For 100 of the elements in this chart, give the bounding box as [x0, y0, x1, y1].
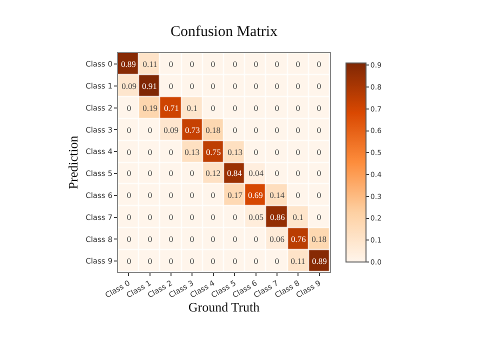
- data-label: 0.89: [121, 59, 136, 69]
- data-label: 0.13: [228, 146, 242, 157]
- data-label: 0: [232, 80, 238, 91]
- data-label: 0: [274, 80, 280, 91]
- data-label: 0: [210, 102, 216, 113]
- data-label: 0: [126, 190, 132, 200]
- data-label: 0: [232, 102, 238, 113]
- data-label: 0: [190, 212, 194, 222]
- data-label: 0: [316, 190, 322, 200]
- data-label: 0: [254, 58, 258, 69]
- data-label: 0.19: [142, 102, 158, 113]
- data-label: 0: [210, 212, 216, 222]
- data-label: 0: [190, 234, 194, 244]
- data-label: 0.13: [184, 146, 200, 157]
- data-label: 0: [148, 168, 152, 178]
- data-label: 0.17: [228, 190, 242, 200]
- data-label: 0: [232, 256, 238, 266]
- data-label: 0: [210, 234, 216, 244]
- data-label: 0: [296, 190, 300, 200]
- x-axis-title: Ground Truth: [188, 300, 260, 315]
- data-label: 0: [190, 80, 194, 91]
- data-label: 0: [148, 212, 152, 222]
- data-label: 0: [210, 58, 216, 69]
- data-label: 0: [254, 102, 258, 113]
- data-label: 0: [168, 212, 174, 222]
- data-label: 0.09: [164, 124, 178, 135]
- data-label: 0: [296, 124, 300, 135]
- data-label: 0: [126, 212, 132, 222]
- data-label: 0: [190, 190, 194, 200]
- data-label: 0.09: [122, 80, 136, 91]
- data-label: 0: [316, 58, 322, 69]
- data-label: 0: [210, 256, 216, 266]
- data-label: 0: [274, 102, 280, 113]
- data-label: 0: [210, 190, 216, 200]
- data-label: 0: [168, 58, 174, 69]
- data-label: 0: [168, 234, 174, 244]
- data-label: 0: [316, 212, 322, 222]
- data-label: 0: [296, 58, 300, 69]
- data-label: 0: [316, 146, 322, 157]
- data-label: 0: [168, 168, 174, 178]
- data-label: 0: [316, 124, 322, 135]
- data-label: 0: [148, 234, 152, 244]
- data-label: 0: [296, 146, 300, 157]
- data-label: 0: [126, 102, 132, 113]
- data-label: 0.71: [164, 103, 179, 113]
- data-label: 0: [254, 124, 258, 135]
- data-label: 0: [168, 80, 174, 91]
- data-label: 0.14: [270, 190, 286, 200]
- data-label: 0.1: [292, 212, 304, 222]
- data-label: 0.76: [291, 234, 306, 244]
- data-label: 0: [190, 168, 194, 178]
- data-label: 0: [296, 168, 300, 178]
- data-label: 0: [254, 256, 258, 266]
- data-label: 0: [232, 234, 238, 244]
- data-label: 0: [126, 234, 132, 244]
- data-label: 0: [254, 80, 258, 91]
- data-label: 0: [274, 58, 280, 69]
- data-label: 0: [316, 80, 322, 91]
- y-axis-title: Prediction: [66, 135, 81, 190]
- data-label: 0: [190, 256, 194, 266]
- chart-title: Confusion Matrix: [170, 24, 278, 40]
- data-label: 0.84: [227, 168, 243, 178]
- data-label: 0: [210, 80, 216, 91]
- data-label: 0: [316, 168, 322, 178]
- data-label: 0.11: [142, 58, 158, 69]
- data-label: 0: [148, 190, 152, 200]
- data-label: 0: [316, 102, 322, 113]
- data-label: 0: [126, 256, 132, 266]
- data-label: 0: [126, 146, 132, 157]
- data-label: 0: [148, 256, 152, 266]
- data-label: 0.06: [270, 234, 284, 244]
- data-label: 0.04: [248, 168, 264, 178]
- data-label: 0: [296, 102, 300, 113]
- data-label: 0: [274, 256, 280, 266]
- data-label: 0: [190, 58, 194, 69]
- data-label: 0.18: [312, 234, 326, 244]
- data-label: 0: [126, 168, 132, 178]
- data-label: 0.05: [248, 212, 264, 222]
- data-label: 0.69: [248, 190, 263, 200]
- data-label: 0: [126, 124, 132, 135]
- data-label: 0: [168, 256, 174, 266]
- data-label: 0: [254, 234, 258, 244]
- data-label: 0.91: [142, 81, 157, 91]
- data-label: 0: [274, 146, 280, 157]
- data-label: 0.18: [206, 124, 220, 135]
- data-label: 0: [274, 168, 280, 178]
- data-label: 0: [148, 124, 152, 135]
- data-label: 0: [274, 124, 280, 135]
- data-label: 0: [232, 58, 238, 69]
- data-label: 0.89: [312, 256, 327, 266]
- data-label: 0: [232, 212, 238, 222]
- data-label: 0: [168, 190, 174, 200]
- data-label: 0: [168, 146, 174, 157]
- data-label: 0: [296, 80, 300, 91]
- data-label: 0.12: [206, 168, 220, 178]
- data-label: 0.11: [290, 256, 306, 266]
- data-label: 0: [148, 146, 152, 157]
- data-label: 0.86: [270, 212, 285, 222]
- data-label: 0.75: [206, 147, 221, 157]
- data-label: 0.1: [186, 102, 198, 113]
